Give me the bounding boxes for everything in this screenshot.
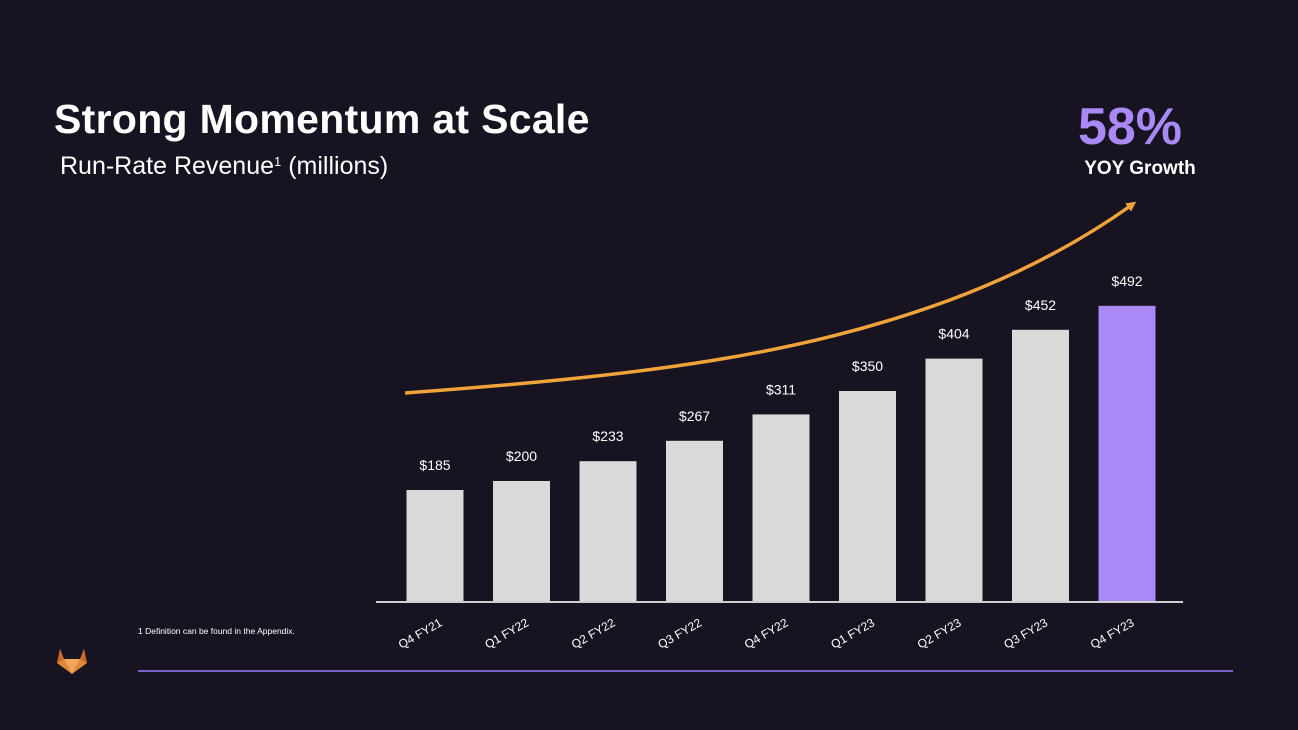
subtitle-text: Run-Rate Revenue: [60, 152, 275, 180]
x-tick-label: Q1 FY22: [482, 615, 531, 651]
slide-subtitle: Run-Rate Revenue1 (millions): [60, 152, 388, 181]
subtitle-footnote-marker: 1: [274, 154, 282, 169]
bar-value-label: $200: [506, 448, 537, 464]
footnote: 1 Definition can be found in the Appendi…: [138, 626, 295, 636]
x-tick-label: Q3 FY23: [1001, 615, 1050, 651]
slide-title: Strong Momentum at Scale: [54, 96, 590, 142]
bar-q3-fy23: [1012, 329, 1069, 601]
bar-value-label: $492: [1111, 273, 1142, 289]
bar-q2-fy23: [925, 358, 983, 601]
bar-q1-fy23: [839, 391, 896, 601]
x-tick-label: Q3 FY22: [655, 615, 704, 651]
growth-label: YOY Growth: [1084, 158, 1196, 179]
bar-value-label: $185: [419, 457, 450, 473]
subtitle-units: (millions): [281, 152, 389, 180]
bar-value-label: $311: [766, 381, 796, 397]
bar-value-label: $233: [592, 428, 623, 444]
bar-value-label: $452: [1025, 297, 1056, 313]
bar-value-label: $404: [938, 326, 969, 342]
bar-value-label: $350: [852, 358, 883, 374]
x-tick-label: Q4 FY22: [742, 615, 791, 651]
x-tick-label: Q2 FY22: [569, 615, 618, 651]
bars-layer: $185 Q4 FY21 $200 Q1 FY22 $233 Q2 FY22 $267 Q3 …: [396, 273, 1156, 652]
x-tick-label: Q1 FY23: [828, 615, 877, 651]
footer-divider: [138, 670, 1233, 672]
bar-q2-fy22: [579, 461, 637, 601]
bar-value-label: $267: [679, 408, 710, 424]
bar-q4-fy22: [752, 414, 810, 601]
gitlab-logo-icon: [57, 649, 87, 674]
x-tick-label: Q4 FY23: [1088, 615, 1137, 651]
x-tick-label: Q4 FY21: [396, 615, 445, 651]
x-tick-label: Q2 FY23: [915, 615, 964, 651]
bar-q4-fy23: [1098, 305, 1156, 601]
bar-q4-fy21: [406, 490, 464, 601]
bar-q3-fy22: [666, 440, 723, 601]
growth-percentage: 58%: [1077, 98, 1183, 156]
growth-trend-arrow: [404, 201, 1137, 395]
bar-q1-fy22: [493, 481, 550, 601]
